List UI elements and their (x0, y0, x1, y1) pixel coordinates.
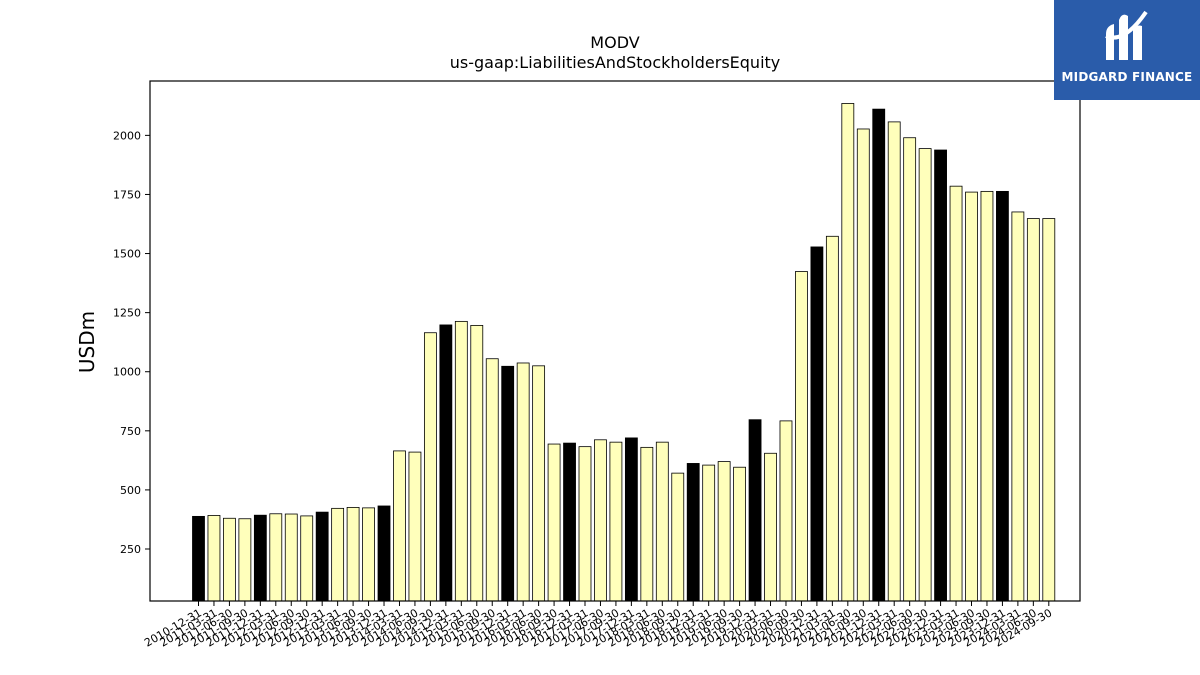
bar (609, 441, 623, 602)
bar (501, 365, 515, 602)
bar (346, 506, 360, 602)
bar (949, 185, 963, 602)
bar (377, 505, 391, 602)
bar (238, 518, 252, 602)
bar (331, 507, 345, 602)
y-tick-label: 250 (120, 543, 141, 556)
bar (594, 439, 607, 602)
bar (470, 324, 484, 602)
bar (408, 451, 422, 602)
y-tick-label: 1000 (113, 366, 141, 379)
x-axis: 2010-12-312011-03-312011-06-302011-09-30… (142, 601, 1054, 650)
bar (1011, 211, 1025, 602)
bar (1026, 218, 1040, 602)
bar (547, 443, 561, 602)
y-tick-label: 1750 (113, 188, 141, 201)
bar (996, 190, 1009, 602)
bar (779, 420, 793, 602)
plot-frame (149, 80, 1081, 602)
bar (300, 515, 314, 602)
bar (269, 513, 283, 602)
bar (454, 320, 468, 602)
bar (825, 235, 839, 602)
bar (578, 446, 592, 602)
bar (439, 324, 453, 602)
y-tick-label: 750 (120, 425, 141, 438)
bar (485, 358, 499, 602)
bar (795, 271, 808, 602)
bar (223, 517, 236, 602)
bar (362, 507, 375, 602)
bar (563, 442, 576, 602)
logo-text: MIDGARD FINANCE (1061, 70, 1193, 84)
bar (717, 461, 731, 602)
bar (918, 148, 932, 602)
bar (733, 466, 746, 602)
bar (872, 108, 886, 602)
bar (207, 515, 221, 602)
y-tick-label: 1250 (113, 307, 141, 320)
y-tick-label: 500 (120, 484, 141, 497)
y-axis-label: USDm (75, 311, 99, 373)
bar (532, 365, 546, 602)
logo: MIDGARD FINANCE (1054, 0, 1200, 100)
bar (934, 149, 947, 602)
bar (671, 472, 685, 602)
bar (748, 419, 762, 602)
bar (253, 514, 267, 602)
y-tick-label: 2000 (113, 129, 141, 142)
bar (624, 437, 638, 602)
bar (980, 190, 994, 602)
bar (315, 511, 329, 602)
bar (965, 191, 978, 602)
y-tick-label: 1500 (113, 248, 141, 261)
bar (284, 513, 298, 602)
bar (841, 103, 855, 602)
bar (516, 362, 530, 602)
bar (1042, 218, 1056, 602)
y-axis: 250 500 750 1000 1250 1500 1750 2000 (113, 129, 150, 556)
midgard-logo-icon (1105, 10, 1148, 61)
bars-group (192, 103, 1056, 602)
chart-title: MODV (590, 33, 639, 52)
bar (423, 332, 437, 602)
bar (887, 121, 901, 602)
bar (393, 450, 406, 602)
bar (640, 446, 654, 602)
bar (903, 137, 917, 602)
bar (856, 128, 870, 602)
bar (764, 452, 777, 602)
bar (810, 246, 824, 602)
bar (655, 441, 669, 602)
bar (686, 463, 700, 602)
bar (702, 464, 716, 602)
bar (192, 515, 205, 602)
chart-subtitle: us-gaap:LiabilitiesAndStockholdersEquity (450, 53, 781, 72)
